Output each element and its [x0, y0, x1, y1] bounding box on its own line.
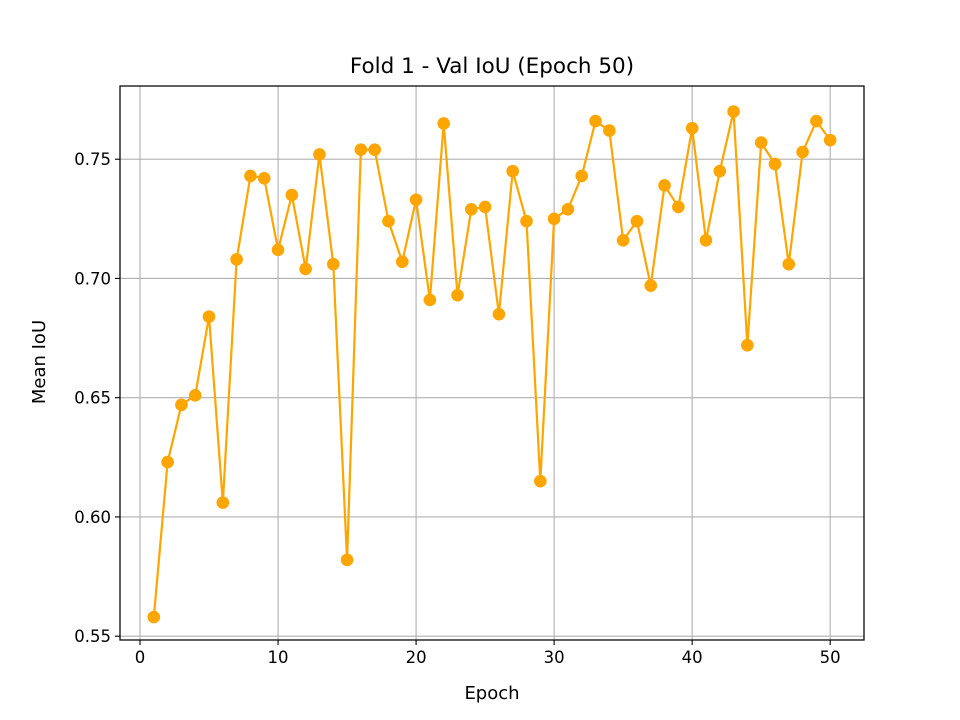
- data-point: [768, 157, 782, 171]
- data-point: [326, 257, 340, 271]
- data-point: [257, 171, 271, 185]
- data-point: [796, 145, 809, 159]
- data-point: [810, 114, 823, 128]
- data-point: [478, 200, 492, 214]
- data-point: [823, 133, 837, 147]
- data-point: [244, 169, 257, 183]
- x-tick-label: 30: [544, 648, 565, 667]
- x-tick-label: 10: [268, 648, 289, 667]
- data-point: [741, 338, 754, 352]
- data-point: [672, 200, 685, 214]
- data-point: [437, 117, 450, 130]
- data-point: [299, 262, 312, 276]
- data-point: [423, 293, 437, 307]
- data-point: [575, 169, 589, 183]
- y-tick-label: 0.55: [74, 627, 111, 646]
- y-tick-label: 0.70: [74, 269, 111, 288]
- data-point: [699, 233, 713, 247]
- data-point: [644, 279, 658, 292]
- x-tick-label: 40: [682, 648, 703, 667]
- y-tick-label: 0.75: [74, 150, 111, 169]
- data-point: [713, 164, 727, 178]
- data-point: [782, 257, 796, 271]
- data-point: [658, 179, 671, 192]
- x-tick-label: 20: [406, 648, 427, 667]
- data-point: [313, 148, 326, 161]
- data-point: [161, 455, 174, 469]
- data-point: [534, 474, 547, 488]
- data-point: [409, 193, 423, 207]
- data-series: [147, 105, 837, 624]
- y-tick-label: 0.60: [74, 508, 111, 527]
- data-point: [561, 202, 575, 216]
- data-point: [616, 233, 630, 247]
- data-point: [492, 307, 506, 321]
- data-point: [451, 288, 464, 302]
- data-point: [685, 121, 699, 135]
- data-point: [340, 553, 354, 567]
- plot-frame: [119, 85, 865, 641]
- data-point: [147, 610, 161, 624]
- data-point: [464, 202, 478, 216]
- data-point: [395, 255, 409, 269]
- data-point: [520, 214, 533, 228]
- data-point: [188, 389, 202, 402]
- series-line: [152, 110, 832, 618]
- axis-ticks: 0 10 20 30 40 50 0.55 0.60 0.65 0.70 0.75: [74, 150, 840, 667]
- grid: [120, 86, 864, 640]
- chart-title: Fold 1 - Val IoU (Epoch 50): [350, 54, 634, 79]
- data-point: [506, 164, 520, 178]
- data-point: [354, 143, 368, 156]
- data-point: [603, 124, 616, 137]
- data-point: [589, 114, 602, 128]
- data-point: [230, 253, 243, 266]
- x-tick-label: 0: [135, 648, 146, 667]
- data-point: [754, 136, 768, 149]
- x-tick-label: 50: [820, 648, 841, 667]
- data-point: [216, 496, 230, 509]
- y-tick-label: 0.65: [74, 389, 111, 408]
- data-point: [271, 243, 285, 257]
- data-point: [382, 214, 395, 228]
- data-point: [368, 143, 381, 156]
- data-point: [175, 398, 188, 412]
- data-point: [547, 212, 561, 226]
- y-axis-label: Mean IoU: [29, 320, 50, 404]
- data-point: [202, 310, 216, 323]
- data-point: [285, 188, 299, 202]
- x-axis-label: Epoch: [464, 683, 519, 704]
- data-point: [630, 214, 644, 228]
- data-point: [727, 105, 740, 118]
